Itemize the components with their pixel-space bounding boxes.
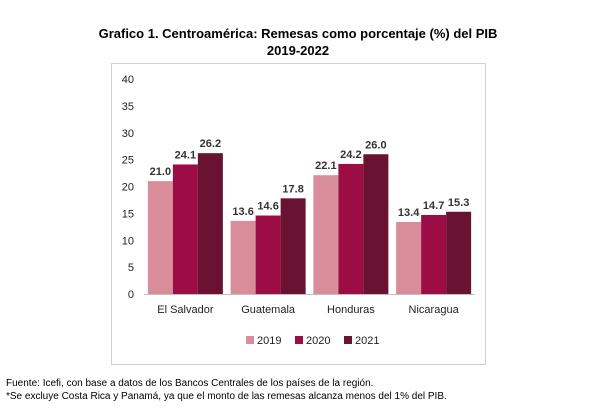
footnote-exclusion: *Se excluye Costa Rica y Panamá, ya que … [6,391,447,402]
bar-honduras-2020 [338,163,364,294]
legend-label: 2019 [257,335,281,347]
legend-swatch [246,336,254,344]
bar-el-salvador-2020 [172,164,198,294]
y-tick-label: 35 [122,101,134,113]
bar-guatemala-2020 [255,215,281,294]
data-label: 24.1 [175,149,196,161]
chart-subtitle: 2019-2022 [266,43,330,58]
data-label: 22.1 [315,160,336,172]
bar-guatemala-2019 [230,220,256,294]
bar-nicaragua-2020 [421,214,447,294]
data-label: 21.0 [150,166,171,178]
bar-el-salvador-2021 [197,153,223,294]
legend-swatch [295,336,303,344]
legend-label: 2020 [306,335,330,347]
data-label: 13.6 [232,206,253,218]
chart-title: Grafico 1. Centroamérica: Remesas como p… [98,26,498,41]
x-tick-label: Guatemala [241,304,296,316]
y-axis: 0 5 10 15 20 25 30 35 40 [122,74,475,301]
y-tick-label: 25 [122,155,134,167]
x-axis-labels: El Salvador Guatemala Honduras Nicaragua [157,304,459,316]
y-tick-label: 0 [128,289,134,301]
y-tick-label: 40 [122,74,134,86]
data-label: 26.0 [365,139,386,151]
legend-swatch [344,336,352,344]
data-label: 17.8 [282,183,303,195]
bar-nicaragua-2019 [396,221,422,294]
bar-el-salvador-2019 [147,181,173,294]
y-tick-label: 10 [122,235,134,247]
x-tick-label: Honduras [327,304,375,316]
data-label: 26.2 [200,138,221,150]
y-tick-label: 5 [128,262,134,274]
y-tick-label: 30 [122,128,134,140]
data-label: 15.3 [448,197,469,209]
data-label: 14.7 [423,200,444,212]
bar-honduras-2021 [363,154,389,294]
data-label: 13.4 [398,207,420,219]
bar-honduras-2019 [313,175,339,294]
legend-label: 2021 [355,335,379,347]
y-tick-label: 15 [122,208,134,220]
data-label: 14.6 [257,201,278,213]
x-tick-label: Nicaragua [409,304,460,316]
legend: 2019 2020 2021 [246,335,379,347]
data-label: 24.2 [340,149,361,161]
bar-guatemala-2021 [280,198,306,294]
x-tick-label: El Salvador [157,304,214,316]
y-tick-label: 20 [122,182,134,194]
data-labels: 21.0 24.1 26.2 13.6 14.6 17.8 22.1 24.2 26.0 13.4… [150,138,470,219]
bars [147,153,472,294]
chart-frame [111,63,486,365]
footnote-source: Fuente: Icefi, con base a datos de los B… [6,378,374,389]
bar-nicaragua-2021 [446,211,472,294]
